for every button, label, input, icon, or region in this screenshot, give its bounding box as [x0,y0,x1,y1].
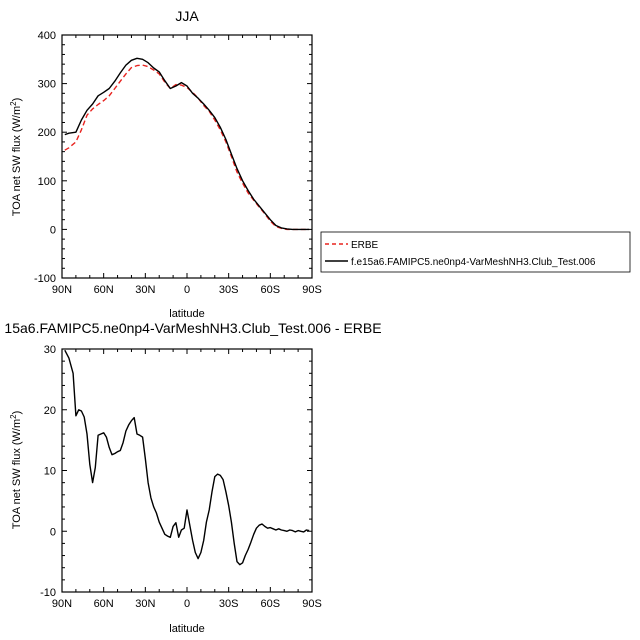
y-tick-label: 0 [50,224,56,236]
x-tick-label: 90S [302,598,322,610]
top-x-axis-label: latitude [169,308,204,320]
series-line-erbe [64,64,310,231]
bottom-y-axis-label: TOA net SW flux (W/m2) [9,411,23,530]
y-tick-label: 30 [44,344,56,356]
y-tick-label: 10 [44,466,56,478]
x-tick-label: 60N [94,598,114,610]
top-plot-area [64,57,310,231]
series-line-model [64,57,310,231]
y-tick-label: -100 [34,273,56,285]
bottom-x-axis: 90N 60N 30N 0 30S 60S 90S [52,349,322,610]
x-tick-label: 30N [135,598,155,610]
top-y-axis-label-close: ) [11,98,23,102]
x-tick-label: 90N [52,284,72,296]
x-tick-label: 30S [219,284,239,296]
legend-label-erbe: ERBE [351,240,379,251]
top-y-axis-label-exponent: 2 [9,101,18,106]
y-tick-label: 400 [38,30,56,42]
top-panel: JJA 90N 60N 30N 0 30S 60S 90S -100 0 100 200 300 40… [9,8,322,320]
bottom-panel: 15a6.FAMIPC5.ne0np4-VarMeshNH3.Club_Test… [4,320,381,635]
bottom-chart-title: 15a6.FAMIPC5.ne0np4-VarMeshNH3.Club_Test… [4,320,381,336]
bottom-y-axis-label-close: ) [11,411,23,415]
bottom-plot-frame [61,348,313,593]
y-tick-label: 200 [38,127,56,139]
bottom-y-axis: -10 0 10 20 30 [40,344,312,599]
bottom-plot-area [64,349,310,566]
y-tick-label: 300 [38,79,56,91]
top-plot-frame [61,34,313,279]
legend-label-model: f.e15a6.FAMIPC5.ne0np4-VarMeshNH3.Club_T… [351,257,596,268]
y-tick-label: 100 [38,176,56,188]
series-line-difference [64,349,310,566]
x-tick-label: 90N [52,598,72,610]
top-y-axis: -100 0 100 200 300 400 [34,30,312,285]
bottom-x-axis-label: latitude [169,623,204,635]
top-x-axis: 90N 60N 30N 0 30S 60S 90S [52,35,322,296]
top-chart-title: JJA [175,8,199,24]
x-tick-label: 30N [135,284,155,296]
bottom-y-axis-label-exponent: 2 [9,414,18,419]
y-tick-label: -10 [40,587,56,599]
x-tick-label: 60N [94,284,114,296]
y-tick-label: 0 [50,526,56,538]
top-y-axis-label-main: TOA net SW flux (W/m [11,106,23,216]
x-tick-label: 60S [261,284,281,296]
x-tick-label: 60S [261,598,281,610]
legend: ERBE f.e15a6.FAMIPC5.ne0np4-VarMeshNH3.C… [320,231,631,273]
x-tick-label: 90S [302,284,322,296]
bottom-y-axis-label-main: TOA net SW flux (W/m [11,419,23,529]
x-tick-label: 0 [184,598,190,610]
top-y-axis-label: TOA net SW flux (W/m2) [9,98,23,217]
x-tick-label: 0 [184,284,190,296]
y-tick-label: 20 [44,405,56,417]
legend-frame [320,231,631,273]
x-tick-label: 30S [219,598,239,610]
